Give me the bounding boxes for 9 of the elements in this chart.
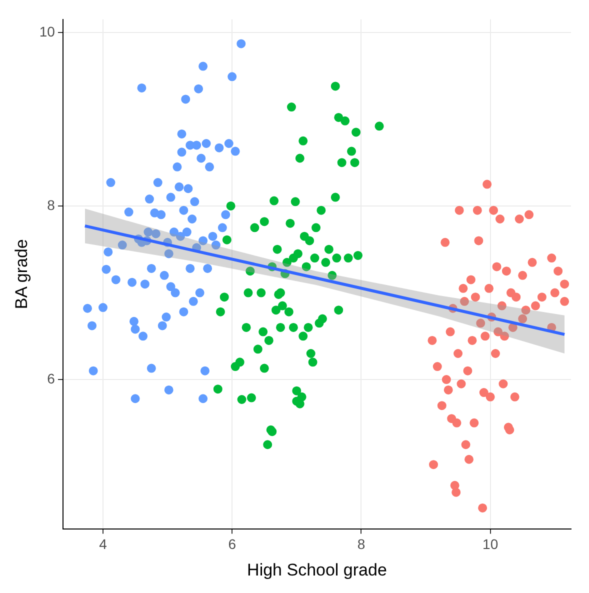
y-tick-label: 8 — [47, 196, 56, 213]
x-tick-label: 4 — [99, 536, 108, 552]
x-tick-label: 6 — [228, 536, 236, 552]
x-axis-title: High School grade — [247, 560, 387, 580]
x-tick-label: 10 — [482, 536, 498, 552]
y-tick-label: 10 — [39, 23, 56, 40]
x-tick-label: 8 — [357, 536, 366, 552]
y-tick-label: 6 — [47, 370, 56, 386]
y-axis-title: BA grade — [12, 239, 31, 310]
